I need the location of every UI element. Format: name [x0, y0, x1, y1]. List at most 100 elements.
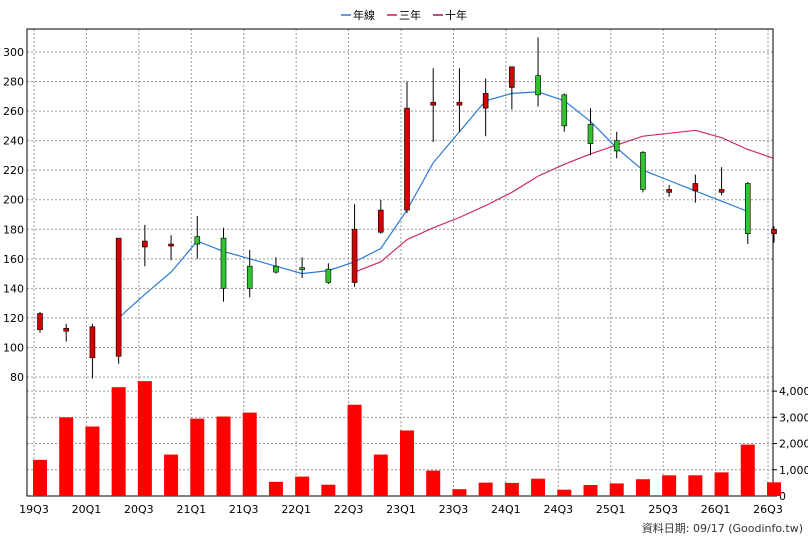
- volume-bar: [295, 476, 310, 496]
- volume-bar: [452, 489, 467, 496]
- price-tick-label: 160: [3, 253, 24, 266]
- x-tick-label: 25Q3: [648, 503, 678, 516]
- volume-bar: [85, 426, 100, 496]
- candle-body: [63, 327, 70, 332]
- candle-body: [37, 313, 43, 331]
- volume-tick-label: 0: [779, 490, 786, 503]
- x-tick-label: 21Q3: [229, 503, 259, 516]
- volume-bar: [347, 404, 362, 496]
- candle-body: [692, 183, 699, 192]
- volume-bar: [635, 479, 650, 496]
- volume-bar: [557, 489, 572, 496]
- price-tick-label: 100: [3, 341, 24, 354]
- volume-bars: [33, 381, 781, 496]
- x-tick-label: 19Q3: [19, 503, 49, 516]
- candle-body: [299, 267, 305, 270]
- price-tick-label: 80: [10, 371, 24, 384]
- volume-bar: [164, 454, 179, 496]
- volume-bar: [504, 482, 519, 496]
- x-tick-label: 20Q1: [72, 503, 102, 516]
- volume-bar: [216, 416, 231, 496]
- x-tick-label: 26Q1: [701, 503, 731, 516]
- x-tick-label: 22Q1: [281, 503, 311, 516]
- volume-bar: [242, 412, 257, 496]
- candle-body: [718, 189, 725, 193]
- candle-body: [377, 209, 384, 233]
- volume-tick-label: 4,000: [779, 385, 808, 398]
- footer-source: 資料日期: 09/17 (Goodinfo.tw): [642, 521, 803, 535]
- price-tick-label: 220: [3, 164, 24, 177]
- price-tick-label: 120: [3, 312, 24, 325]
- candle-body: [404, 107, 410, 211]
- candle-body: [220, 237, 227, 289]
- legend-three-year-label: 三年: [399, 8, 421, 22]
- candle-body: [142, 240, 148, 248]
- volume-bar: [662, 475, 677, 496]
- volume-tick-label: 3,000: [779, 411, 808, 424]
- x-tick-label: 22Q3: [334, 503, 364, 516]
- price-tick-label: 140: [3, 282, 24, 295]
- volume-tick-label: 1,000: [779, 464, 808, 477]
- candle-body: [89, 326, 96, 359]
- candle-body: [771, 228, 777, 235]
- candle-body: [666, 189, 672, 193]
- x-tick-label: 24Q3: [543, 503, 573, 516]
- candle-body: [613, 140, 620, 152]
- volume-tick-label: 2,000: [779, 438, 808, 451]
- x-tick-label: 23Q3: [439, 503, 469, 516]
- price-tick-label: 200: [3, 194, 24, 207]
- volume-bar: [321, 484, 336, 496]
- volume-bar: [740, 444, 755, 496]
- candle-body: [273, 265, 279, 273]
- volume-bar: [190, 418, 205, 496]
- grid: [27, 29, 773, 496]
- x-tick-label: 25Q1: [596, 503, 626, 516]
- candle-body: [587, 124, 594, 144]
- volume-bar: [531, 478, 546, 496]
- candle-body: [246, 265, 253, 289]
- volume-bar: [426, 470, 441, 496]
- volume-bar: [767, 482, 781, 496]
- volume-bar: [583, 484, 598, 496]
- price-tick-label: 180: [3, 223, 24, 236]
- candle-body: [430, 101, 437, 106]
- volume-bar: [59, 417, 74, 496]
- volume-bar: [268, 481, 283, 496]
- volume-bar: [478, 482, 493, 496]
- legend-ten-year-label: 十年: [445, 8, 467, 22]
- candle-body: [194, 236, 201, 245]
- x-tick-label: 24Q1: [491, 503, 521, 516]
- candle-body: [535, 75, 541, 96]
- volume-bar: [714, 472, 729, 496]
- price-tick-label: 240: [3, 135, 24, 148]
- legend: 年線 三年 十年: [341, 8, 467, 22]
- volume-bar: [111, 387, 126, 496]
- x-axis-ticks: 19Q3 20Q1 20Q3 21Q1 21Q3 22Q1 22Q3 23Q1 23Q3 24Q1…: [19, 503, 783, 516]
- candle-body: [115, 237, 122, 357]
- candles: [37, 37, 777, 379]
- legend-annual-label: 年線: [353, 8, 375, 22]
- volume-bar: [137, 381, 152, 496]
- volume-bar: [688, 475, 703, 496]
- three-year-line: [354, 129, 775, 273]
- x-tick-label: 26Q3: [753, 503, 783, 516]
- axes: 80 100 120 140 160 180 200 220 240 260 280 300 0 1,00…: [3, 28, 808, 503]
- price-tick-label: 300: [3, 46, 24, 59]
- candle-body: [640, 152, 646, 190]
- price-tick-label: 260: [3, 105, 24, 118]
- candle-body: [168, 243, 174, 247]
- candle-body: [561, 94, 568, 127]
- volume-bar: [609, 483, 624, 496]
- volume-bar: [373, 454, 388, 496]
- candle-body: [509, 66, 515, 88]
- price-tick-label: 280: [3, 76, 24, 89]
- volume-bar: [33, 459, 47, 496]
- candle-body: [744, 183, 751, 235]
- candle-body: [351, 228, 358, 283]
- volume-bar: [400, 430, 414, 496]
- x-tick-label: 21Q1: [176, 503, 206, 516]
- x-tick-label: 20Q3: [124, 503, 154, 516]
- candle-body: [456, 101, 463, 106]
